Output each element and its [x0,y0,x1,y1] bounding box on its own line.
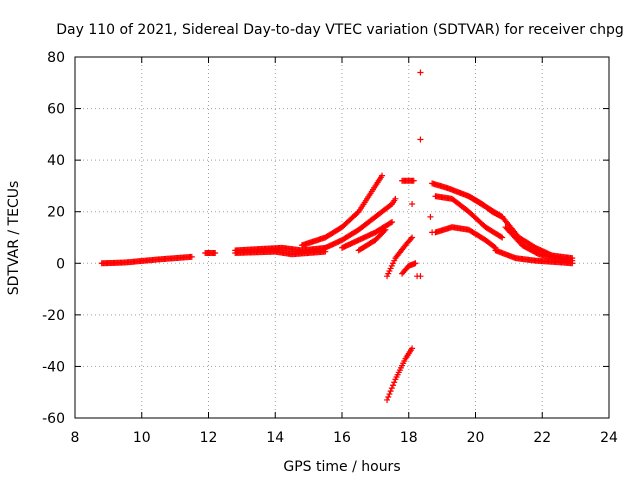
data-point [412,260,419,267]
x-tick-label: 18 [400,430,418,446]
x-tick-label: 22 [533,430,551,446]
chart-title: Day 110 of 2021, Sidereal Day-to-day VTE… [56,22,624,38]
data-point [498,233,505,240]
data-point [390,382,397,389]
data-point [410,177,417,184]
data-point [491,243,498,250]
data-point [387,388,394,395]
y-tick-label: -40 [42,359,65,375]
data-point [499,234,506,241]
isolated-data-point [429,229,436,236]
x-tick-label: 10 [133,430,151,446]
x-tick-label: 8 [71,430,80,446]
isolated-data-point [409,200,416,207]
x-tick-label: 20 [467,430,485,446]
y-tick-label: 0 [56,256,65,272]
x-axis-tick-labels: 8 10 12 14 16 18 20 22 24 [71,430,618,446]
x-tick-label: 12 [200,430,218,446]
isolated-data-point [417,136,424,143]
data-point [407,235,414,242]
data-point [384,396,391,403]
x-tick-label: 14 [266,430,284,446]
isolated-data-point [417,69,424,76]
y-tick-label: 40 [47,153,65,169]
data-point [409,345,416,352]
data-point [188,253,195,260]
y-axis-tick-labels: -60 -40 -20 0 20 40 60 80 [42,50,65,427]
data-point [382,226,389,233]
data-point [387,219,394,226]
plot-frame [74,56,610,419]
y-axis-label: SDTVAR / TECUs [6,181,22,296]
data-point [212,249,219,256]
data-point [569,260,576,267]
isolated-data-point [417,273,424,280]
isolated-data-point [427,213,434,220]
data-point [388,385,395,392]
data-point [386,391,393,398]
x-tick-label: 24 [600,430,618,446]
data-point [381,227,388,234]
grid-lines [75,57,609,418]
x-axis-label: GPS time / hours [283,459,400,475]
x-tick-label: 16 [333,430,351,446]
data-points [98,69,576,403]
data-point [391,379,398,386]
y-tick-label: -60 [42,411,65,427]
data-point [379,172,386,179]
data-point [392,195,399,202]
y-tick-label: 20 [47,205,65,221]
data-point [409,234,416,241]
y-tick-label: 80 [47,50,65,66]
y-tick-label: 60 [47,102,65,118]
data-point [385,394,392,401]
data-point [389,219,396,226]
y-tick-label: -20 [42,308,65,324]
